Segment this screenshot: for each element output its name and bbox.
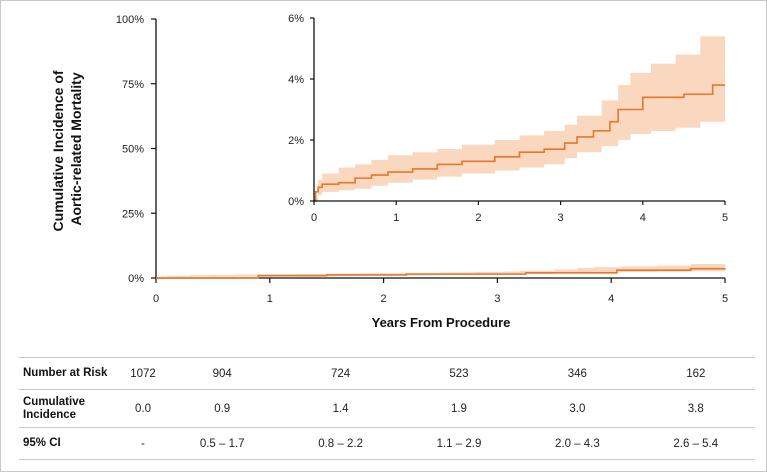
risk-cell: 0.5 – 1.7: [163, 427, 282, 460]
main-incidence-line: [156, 267, 726, 279]
risk-cell: 2.6 – 5.4: [636, 427, 755, 460]
main-x-tick-label: 2: [381, 293, 387, 305]
inset-x-tick-label: 3: [558, 212, 564, 224]
risk-cell: 346: [518, 357, 637, 390]
inset-y-tick-label: 6%: [288, 13, 304, 25]
inset-y-tick-label: 2%: [288, 135, 304, 147]
inset-x-tick-label: 1: [393, 212, 399, 224]
inset-x-tick-label: 2: [475, 212, 481, 224]
risk-cell: 0.8 – 2.2: [281, 427, 400, 460]
inset-plot: 0 1 2 3 4 5 0% 2% 4% 6%: [288, 13, 728, 224]
y-axis-title-line1: Cumulative Incidence of: [50, 70, 66, 231]
risk-cell: 904: [163, 357, 282, 390]
y-axis-title: Cumulative Incidence of Aortic-related M…: [50, 67, 84, 232]
main-y-tick-label: 0%: [128, 273, 144, 285]
main-y-tick-label: 100%: [116, 14, 144, 26]
main-x-tick-label: 0: [153, 293, 159, 305]
risk-cell: 2.0 – 4.3: [518, 427, 637, 460]
risk-row-label: Cumulative Incidence: [19, 389, 123, 428]
chart: 0 1 2 3 4 50%25%50%75%100% 0 1 2 3 4 50%2%4%6% Yea…: [50, 13, 728, 330]
main-x-tick-label: 4: [608, 293, 614, 305]
risk-cell: 1.9: [399, 389, 519, 428]
inset-y-tick-label: 4%: [288, 74, 304, 86]
risk-cell: 523: [399, 357, 519, 390]
risk-cell: 162: [636, 357, 755, 390]
x-axis-title: Years From Procedure: [372, 315, 511, 330]
risk-cell: 724: [281, 357, 400, 390]
main-x-tick-label: 1: [267, 293, 273, 305]
risk-cell: 3.8: [636, 389, 755, 428]
risk-cell: -: [123, 427, 163, 460]
risk-cell: 0.0: [123, 389, 163, 428]
main-ci-band: [156, 264, 725, 278]
inset-x-tick-label: 4: [640, 212, 646, 224]
main-y-tick-label: 25%: [122, 208, 144, 220]
y-axis-title-line2: Aortic-related Mortality: [68, 72, 84, 225]
main-x-tick-label: 3: [494, 293, 500, 305]
risk-cell: 3.0: [518, 389, 637, 428]
risk-row-label: 95% CI: [19, 427, 123, 460]
inset-incidence-line: [314, 84, 725, 202]
risk-row-95-ci: 95% CI - 0.5 – 1.7 0.8 – 2.2 1.1 – 2.9 2…: [19, 427, 755, 460]
main-x-tick-label: 5: [722, 293, 728, 305]
main-plot: 0 1 2 3 4 50%25%50%75%100%: [116, 14, 728, 305]
inset-ci-band: [314, 36, 725, 201]
risk-cell: 1.4: [281, 389, 400, 428]
risk-cell: 1072: [123, 357, 163, 390]
inset-x-tick-label: 0: [311, 212, 317, 224]
inset-y-tick-label: 0%: [288, 196, 304, 208]
inset-x-tick-label: 5: [722, 212, 728, 224]
main-y-tick-label: 50%: [122, 144, 144, 156]
risk-row-label: Number at Risk: [19, 357, 123, 390]
risk-table: Number at Risk 1072 904 724 523 346 162 …: [19, 357, 755, 460]
risk-row-number-at-risk: Number at Risk 1072 904 724 523 346 162: [19, 357, 755, 390]
risk-cell: 0.9: [163, 389, 282, 428]
risk-row-cumulative-incidence: Cumulative Incidence 0.0 0.9 1.4 1.9 3.0…: [19, 389, 755, 428]
risk-cell: 1.1 – 2.9: [399, 427, 519, 460]
main-y-tick-label: 75%: [122, 79, 144, 91]
